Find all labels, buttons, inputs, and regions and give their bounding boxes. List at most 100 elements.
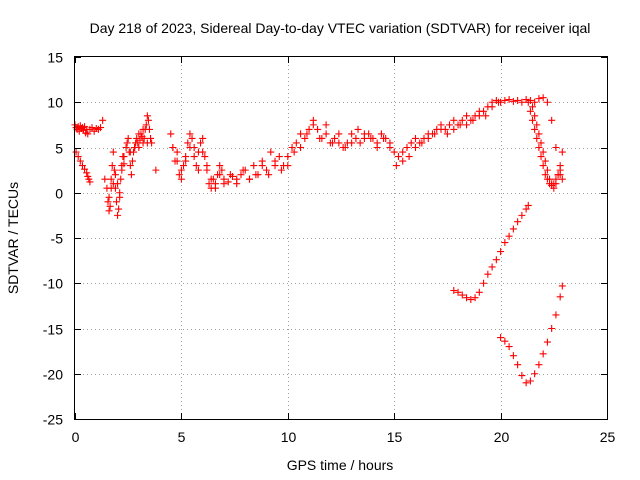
data-point bbox=[184, 139, 192, 147]
data-point bbox=[182, 157, 190, 165]
data-point bbox=[399, 157, 407, 165]
data-point bbox=[475, 112, 483, 120]
data-point bbox=[531, 125, 539, 133]
data-point bbox=[131, 144, 139, 151]
data-point bbox=[467, 296, 475, 304]
data-point bbox=[84, 130, 92, 138]
x-tick-label: 10 bbox=[281, 429, 297, 445]
data-point bbox=[356, 139, 364, 147]
chart-title: Day 218 of 2023, Sidereal Day-to-day VTE… bbox=[90, 20, 591, 36]
data-point bbox=[492, 256, 500, 264]
data-point bbox=[535, 130, 543, 138]
data-point bbox=[524, 98, 532, 106]
data-point bbox=[192, 162, 200, 170]
data-point bbox=[541, 157, 549, 165]
data-point bbox=[284, 162, 292, 170]
data-point bbox=[127, 171, 135, 179]
data-point bbox=[399, 148, 407, 156]
y-tick-label: -15 bbox=[43, 322, 63, 338]
data-point bbox=[469, 116, 477, 124]
y-tick-label: -25 bbox=[43, 412, 63, 428]
data-point bbox=[110, 166, 118, 174]
y-axis-label: SDTVAR / TECUs bbox=[5, 182, 21, 294]
data-point bbox=[169, 144, 177, 151]
data-point bbox=[105, 207, 113, 215]
data-point bbox=[450, 116, 458, 124]
grid bbox=[75, 57, 607, 419]
y-tick-label: 0 bbox=[55, 186, 63, 202]
data-point bbox=[233, 180, 241, 188]
data-point bbox=[471, 294, 479, 302]
series-0 bbox=[71, 112, 160, 219]
data-point bbox=[522, 379, 530, 387]
data-point bbox=[114, 211, 122, 219]
data-point bbox=[116, 189, 124, 197]
data-point bbox=[380, 134, 388, 142]
y-tick-label: 15 bbox=[47, 50, 63, 66]
data-point bbox=[386, 139, 394, 147]
data-point bbox=[531, 112, 539, 120]
data-point bbox=[529, 116, 537, 124]
data-point bbox=[237, 171, 245, 179]
y-tick-label: -10 bbox=[43, 276, 63, 292]
data-point bbox=[277, 166, 285, 174]
x-tick-label: 25 bbox=[600, 429, 616, 445]
data-point bbox=[99, 116, 107, 124]
data-point bbox=[501, 239, 509, 247]
data-point bbox=[424, 134, 432, 142]
data-point bbox=[522, 205, 530, 213]
data-point bbox=[341, 144, 349, 151]
data-point bbox=[458, 116, 466, 124]
data-point bbox=[173, 157, 181, 165]
data-point bbox=[352, 134, 360, 142]
x-tick-label: 5 bbox=[178, 429, 186, 445]
data-point bbox=[446, 121, 454, 129]
data-point bbox=[115, 205, 123, 213]
data-point bbox=[107, 175, 115, 183]
data-point bbox=[531, 98, 539, 106]
data-point bbox=[431, 130, 439, 138]
data-point bbox=[550, 184, 558, 192]
data-point bbox=[537, 153, 545, 161]
data-point bbox=[526, 107, 534, 115]
data-point bbox=[450, 125, 458, 133]
data-point bbox=[106, 202, 114, 210]
data-point bbox=[443, 130, 451, 138]
data-point bbox=[203, 166, 211, 174]
data-point bbox=[392, 162, 400, 170]
data-point bbox=[543, 166, 551, 174]
data-point bbox=[252, 171, 260, 179]
data-point bbox=[284, 153, 292, 161]
data-point bbox=[505, 343, 513, 351]
data-point bbox=[558, 175, 566, 183]
data-point bbox=[118, 166, 126, 174]
data-point bbox=[177, 175, 185, 183]
data-point bbox=[122, 144, 130, 151]
data-point bbox=[514, 96, 522, 104]
data-point bbox=[126, 162, 134, 170]
data-point bbox=[112, 198, 120, 206]
data-point bbox=[109, 148, 117, 156]
data-point bbox=[558, 148, 566, 156]
data-point bbox=[86, 178, 94, 186]
data-point bbox=[314, 125, 322, 133]
data-point bbox=[180, 162, 188, 170]
data-point bbox=[126, 148, 134, 156]
data-point bbox=[101, 175, 109, 183]
data-point bbox=[497, 334, 505, 342]
data-point bbox=[152, 166, 160, 174]
data-point bbox=[488, 263, 496, 271]
data-point bbox=[418, 139, 426, 147]
data-point bbox=[509, 97, 517, 105]
data-point bbox=[124, 134, 132, 142]
data-point bbox=[177, 166, 185, 174]
data-point bbox=[239, 166, 247, 174]
data-point bbox=[245, 175, 253, 183]
data-point bbox=[556, 162, 564, 170]
data-point bbox=[518, 211, 526, 219]
data-point bbox=[456, 121, 464, 129]
data-point bbox=[505, 96, 513, 104]
data-point bbox=[335, 139, 343, 147]
data-point bbox=[147, 134, 155, 142]
